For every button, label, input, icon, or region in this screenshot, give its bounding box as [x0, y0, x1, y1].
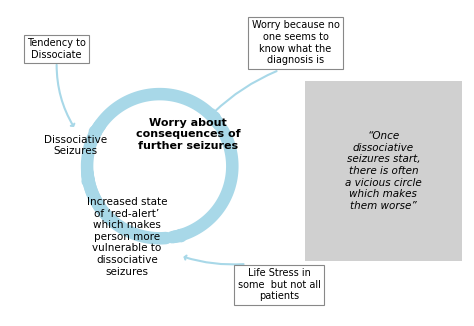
Text: Increased state
of ‘red-alert’
which makes
person more
vulnerable to
dissociativ: Increased state of ‘red-alert’ which mak…: [87, 197, 167, 276]
Text: Dissociative
Seizures: Dissociative Seizures: [44, 135, 107, 156]
Text: “Once
dissociative
seizures start,
there is often
a vicious circle
which makes
t: “Once dissociative seizures start, there…: [345, 131, 422, 211]
FancyBboxPatch shape: [305, 81, 462, 261]
Text: Life Stress in
some  but not all
patients: Life Stress in some but not all patients: [238, 268, 320, 301]
Text: Tendency to
Dissociate: Tendency to Dissociate: [27, 38, 86, 60]
Text: Worry because no
one seems to
know what the
diagnosis is: Worry because no one seems to know what …: [252, 21, 339, 65]
Text: Worry about
consequences of
further seizures: Worry about consequences of further seiz…: [136, 118, 240, 151]
